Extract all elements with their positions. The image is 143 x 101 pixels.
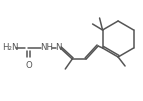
Text: NH: NH (40, 44, 53, 53)
Text: H₂N: H₂N (2, 44, 19, 53)
Text: N: N (55, 44, 61, 53)
Text: O: O (25, 60, 32, 69)
